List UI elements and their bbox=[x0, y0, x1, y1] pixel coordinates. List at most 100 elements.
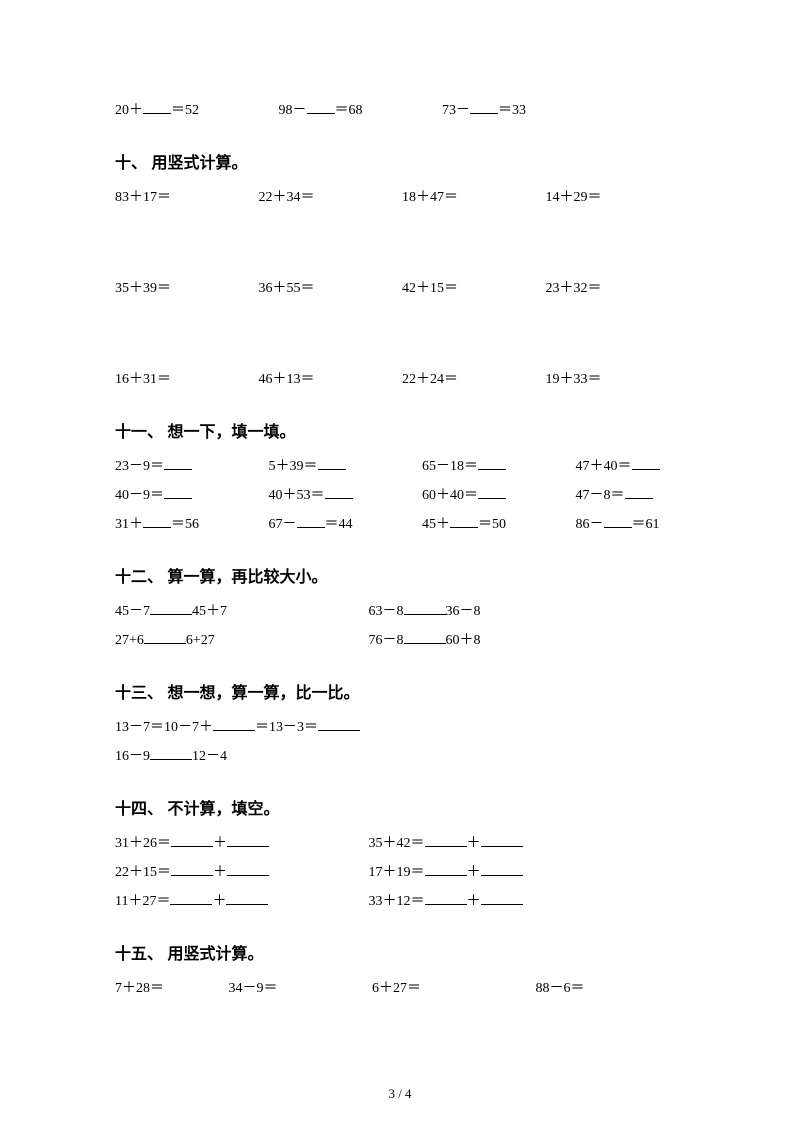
blank[interactable] bbox=[150, 746, 192, 760]
blank[interactable] bbox=[164, 456, 192, 470]
blank[interactable] bbox=[404, 630, 446, 644]
expr: 60＋40＝ bbox=[422, 485, 478, 506]
expr: ＝61 bbox=[632, 514, 660, 535]
expr: 31＋ bbox=[115, 514, 143, 535]
expr: 34－9＝ bbox=[229, 978, 369, 999]
section10-row3: 16＋31＝ 46＋13＝ 22＋24＝ 19＋33＝ bbox=[115, 369, 685, 390]
expr: 12－4 bbox=[192, 746, 227, 767]
expr: 13－7＝10－7＋ bbox=[115, 717, 213, 738]
plus: ＋ bbox=[467, 862, 481, 883]
expr: 31＋26＝ bbox=[115, 833, 171, 854]
blank[interactable] bbox=[425, 862, 467, 876]
blank[interactable] bbox=[481, 833, 523, 847]
blank[interactable] bbox=[164, 485, 192, 499]
expr: 67－ bbox=[269, 514, 297, 535]
page-number: 3 / 4 bbox=[0, 1086, 800, 1102]
blank[interactable] bbox=[170, 891, 212, 905]
section14-title: 十四、 不计算，填空。 bbox=[115, 795, 685, 819]
section13-row2: 16－9 12－4 bbox=[115, 746, 685, 767]
expr: 18＋47＝ bbox=[402, 187, 542, 208]
blank[interactable] bbox=[213, 717, 255, 731]
expr: 16－9 bbox=[115, 746, 150, 767]
expr: ＝52 bbox=[171, 100, 199, 121]
section11-row1: 23－9＝ 5＋39＝ 65－18＝ 47＋40＝ bbox=[115, 456, 685, 477]
blank[interactable] bbox=[481, 891, 523, 905]
blank[interactable] bbox=[604, 514, 632, 528]
section15-title: 十五、 用竖式计算。 bbox=[115, 940, 685, 964]
blank[interactable] bbox=[470, 100, 498, 114]
blank[interactable] bbox=[171, 833, 213, 847]
blank[interactable] bbox=[425, 891, 467, 905]
blank[interactable] bbox=[478, 485, 506, 499]
expr: 98－ bbox=[279, 100, 307, 121]
section10-row2: 35＋39＝ 36＋55＝ 42＋15＝ 23＋32＝ bbox=[115, 278, 685, 299]
expr: 23－9＝ bbox=[115, 456, 164, 477]
blank[interactable] bbox=[227, 833, 269, 847]
blank[interactable] bbox=[143, 100, 171, 114]
expr: 40－9＝ bbox=[115, 485, 164, 506]
expr: 42＋15＝ bbox=[402, 278, 542, 299]
expr: ＝50 bbox=[478, 514, 506, 535]
expr: 45＋7 bbox=[192, 601, 227, 622]
expr: 73－ bbox=[442, 100, 470, 121]
expr: 22＋34＝ bbox=[259, 187, 399, 208]
expr: 86－ bbox=[576, 514, 604, 535]
section12-title: 十二、 算一算，再比较大小。 bbox=[115, 563, 685, 587]
section14-row2: 22＋15＝＋ 17＋19＝＋ bbox=[115, 862, 685, 883]
expr: ＝56 bbox=[171, 514, 199, 535]
blank[interactable] bbox=[318, 717, 360, 731]
section12-row2: 27+66+27 76－860＋8 bbox=[115, 630, 685, 651]
expr: 45＋ bbox=[422, 514, 450, 535]
section14-row3: 11＋27＝＋ 33＋12＝＋ bbox=[115, 891, 685, 912]
expr: 22＋24＝ bbox=[402, 369, 542, 390]
expr: 60＋8 bbox=[446, 630, 481, 651]
blank[interactable] bbox=[150, 601, 192, 615]
section13-title: 十三、 想一想，算一算，比一比。 bbox=[115, 679, 685, 703]
plus: ＋ bbox=[213, 833, 227, 854]
expr: 35＋42＝ bbox=[369, 833, 425, 854]
expr: 83＋17＝ bbox=[115, 187, 255, 208]
section11-row3: 31＋＝56 67－＝44 45＋＝50 86－＝61 bbox=[115, 514, 685, 535]
section10-row1: 83＋17＝ 22＋34＝ 18＋47＝ 14＋29＝ bbox=[115, 187, 685, 208]
section11-row2: 40－9＝ 40＋53＝ 60＋40＝ 47－8＝ bbox=[115, 485, 685, 506]
expr: 47＋40＝ bbox=[576, 456, 632, 477]
expr: ＝13－3＝ bbox=[255, 717, 318, 738]
blank[interactable] bbox=[481, 862, 523, 876]
blank[interactable] bbox=[171, 862, 213, 876]
section13-row1: 13－7＝10－7＋ ＝13－3＝ bbox=[115, 717, 685, 738]
blank[interactable] bbox=[226, 891, 268, 905]
blank[interactable] bbox=[307, 100, 335, 114]
blank[interactable] bbox=[625, 485, 653, 499]
plus: ＋ bbox=[213, 862, 227, 883]
blank[interactable] bbox=[318, 456, 346, 470]
expr: 7＋28＝ bbox=[115, 978, 225, 999]
blank[interactable] bbox=[425, 833, 467, 847]
section15-row1: 7＋28＝ 34－9＝ 6＋27＝ 88－6＝ bbox=[115, 978, 685, 999]
expr: 88－6＝ bbox=[536, 978, 676, 999]
blank[interactable] bbox=[144, 630, 186, 644]
blank[interactable] bbox=[325, 485, 353, 499]
expr: 36－8 bbox=[446, 601, 481, 622]
expr: 63－8 bbox=[369, 601, 404, 622]
blank[interactable] bbox=[404, 601, 446, 615]
blank[interactable] bbox=[143, 514, 171, 528]
expr: 14＋29＝ bbox=[546, 187, 686, 208]
plus: ＋ bbox=[467, 891, 481, 912]
plus: ＋ bbox=[467, 833, 481, 854]
blank[interactable] bbox=[297, 514, 325, 528]
expr: 45－7 bbox=[115, 601, 150, 622]
expr: 40＋53＝ bbox=[269, 485, 325, 506]
expr: 6+27 bbox=[186, 630, 215, 651]
blank[interactable] bbox=[478, 456, 506, 470]
expr: 33＋12＝ bbox=[369, 891, 425, 912]
expr: 23＋32＝ bbox=[546, 278, 686, 299]
expr: ＝68 bbox=[335, 100, 363, 121]
expr: 5＋39＝ bbox=[269, 456, 318, 477]
expr: 6＋27＝ bbox=[372, 978, 532, 999]
blank[interactable] bbox=[450, 514, 478, 528]
section11-title: 十一、 想一下，填一填。 bbox=[115, 418, 685, 442]
expr: 11＋27＝ bbox=[115, 891, 170, 912]
section10-title: 十、 用竖式计算。 bbox=[115, 149, 685, 173]
blank[interactable] bbox=[227, 862, 269, 876]
blank[interactable] bbox=[632, 456, 660, 470]
